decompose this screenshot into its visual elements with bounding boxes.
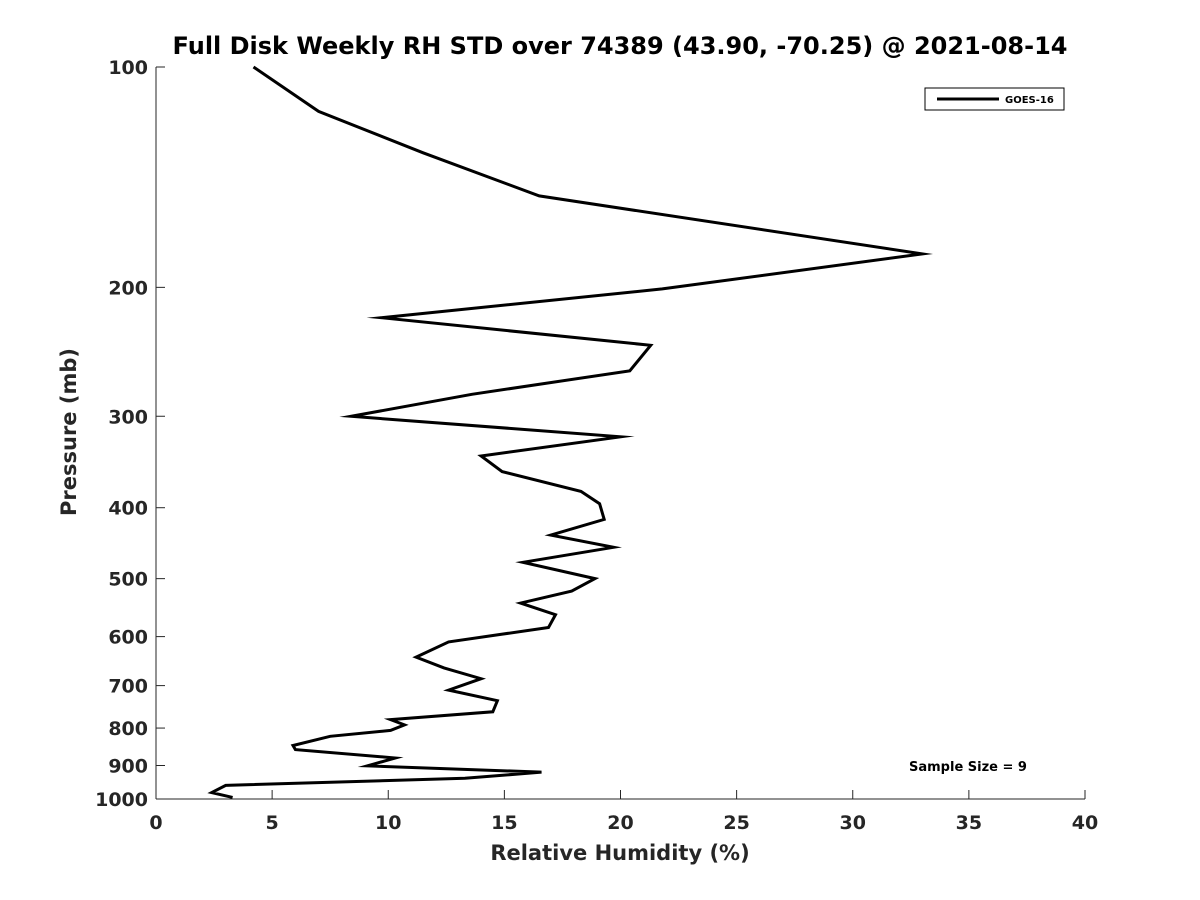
x-tick-label: 15	[491, 812, 517, 834]
y-tick-label: 200	[108, 277, 148, 299]
legend: GOES-16	[924, 87, 1065, 111]
plot-area	[155, 67, 1085, 800]
y-tick-label: 1000	[95, 789, 148, 811]
x-tick-label: 40	[1072, 812, 1098, 834]
y-tick-label: 400	[108, 498, 148, 520]
chart-title: Full Disk Weekly RH STD over 74389 (43.9…	[173, 32, 1068, 60]
y-axis-label: Pressure (mb)	[57, 348, 81, 516]
x-axis-label: Relative Humidity (%)	[490, 841, 749, 865]
x-tick-label: 10	[375, 812, 401, 834]
sample-size-annotation: Sample Size = 9	[909, 760, 1027, 775]
x-tick-label: 25	[723, 812, 749, 834]
y-tick-label: 900	[108, 756, 148, 778]
y-tick-label: 100	[108, 57, 148, 79]
legend-label: GOES-16	[1005, 95, 1054, 106]
series-layer	[207, 65, 933, 799]
x-axis-ticks: 0 5 10 15 20 25 30 35 40	[149, 790, 1098, 834]
y-tick-label: 800	[108, 718, 148, 740]
y-tick-label: 600	[108, 627, 148, 649]
y-tick-label: 700	[108, 676, 148, 698]
x-tick-label: 30	[840, 812, 866, 834]
x-tick-label: 0	[149, 812, 162, 834]
x-tick-label: 5	[266, 812, 279, 834]
y-tick-label: 300	[108, 406, 148, 428]
y-tick-label: 500	[108, 569, 148, 591]
y-axis-ticks: 100 200 300 400 500 600 700 800 900 1000	[95, 57, 165, 811]
x-tick-label: 35	[956, 812, 982, 834]
series-line-goes-16	[207, 65, 933, 799]
x-tick-label: 20	[607, 812, 633, 834]
